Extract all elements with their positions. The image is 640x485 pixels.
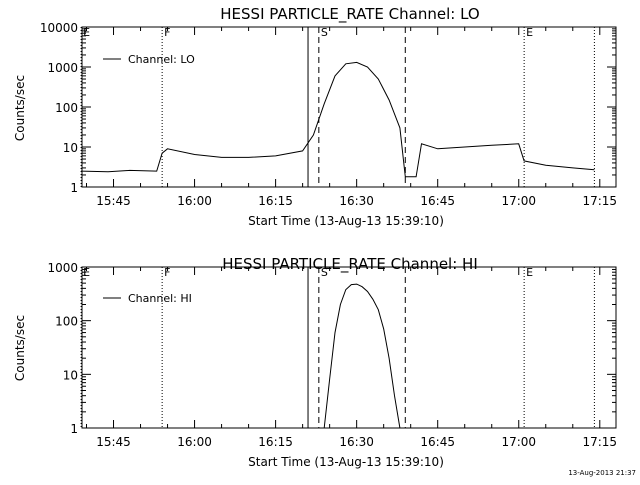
x-tick-label: 16:00 (177, 435, 212, 449)
x-tick-label: 17:00 (501, 435, 536, 449)
x-axis-label: Start Time (13-Aug-13 15:39:10) (248, 455, 444, 469)
chart-title: HESSI PARTICLE_RATE Channel: HI (222, 255, 478, 274)
x-tick-label: 16:00 (177, 194, 212, 208)
x-tick-label: 17:15 (582, 435, 617, 449)
event-marker-label: E (526, 26, 533, 39)
y-tick-label: 1000 (47, 261, 78, 275)
event-marker-label: F (164, 26, 170, 39)
x-tick-label: 16:30 (339, 435, 374, 449)
x-tick-label: 15:45 (96, 435, 131, 449)
y-tick-label: 1 (70, 422, 78, 436)
x-tick-label: 16:15 (258, 435, 293, 449)
y-tick-label: 100 (55, 101, 78, 115)
x-tick-label: 15:45 (96, 194, 131, 208)
series-line (323, 283, 401, 429)
x-tick-label: 16:15 (258, 194, 293, 208)
y-axis-label: Counts/sec (13, 315, 27, 381)
event-marker-label: E (526, 266, 533, 279)
event-marker-label: S (321, 26, 328, 39)
panel-hi: HESSI PARTICLE_RATE Channel: HI Counts/s… (13, 255, 617, 469)
event-marker-label: E (83, 266, 90, 279)
panel-lo: HESSI PARTICLE_RATE Channel: LO Counts/s… (13, 5, 617, 228)
x-tick-label: 17:00 (501, 194, 536, 208)
legend-label: Channel: HI (128, 292, 192, 305)
y-tick-label: 1 (70, 181, 78, 195)
x-tick-label: 16:30 (339, 194, 374, 208)
event-marker-label: S (321, 266, 328, 279)
footer-timestamp: 13-Aug-2013 21:37 (568, 469, 636, 477)
x-tick-label: 16:45 (420, 435, 455, 449)
event-marker-label: E (83, 26, 90, 39)
x-tick-label: 17:15 (582, 194, 617, 208)
y-axis-label: Counts/sec (13, 75, 27, 141)
y-tick-label: 10 (63, 141, 78, 155)
series-line (81, 61, 595, 178)
y-tick-label: 100 (55, 315, 78, 329)
y-tick-label: 10000 (40, 21, 78, 35)
event-marker-label: F (164, 266, 170, 279)
x-axis-label: Start Time (13-Aug-13 15:39:10) (248, 214, 444, 228)
y-tick-label: 1000 (47, 61, 78, 75)
x-tick-label: 16:45 (420, 194, 455, 208)
chart-title: HESSI PARTICLE_RATE Channel: LO (220, 5, 479, 24)
plot-frame (81, 266, 617, 429)
legend-label: Channel: LO (128, 53, 195, 66)
y-tick-label: 10 (63, 368, 78, 382)
